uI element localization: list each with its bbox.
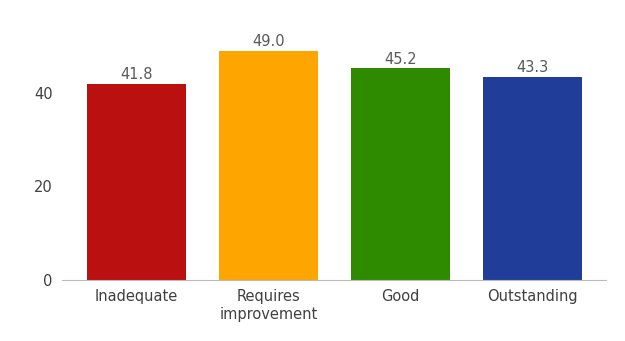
Bar — [351, 69, 450, 280]
Text: 41.8: 41.8 — [121, 68, 153, 83]
Bar — [88, 84, 186, 280]
Bar — [219, 51, 318, 280]
Bar — [482, 77, 581, 280]
Text: 49.0: 49.0 — [252, 34, 285, 49]
Text: 45.2: 45.2 — [384, 51, 417, 66]
Text: 43.3: 43.3 — [516, 60, 548, 75]
